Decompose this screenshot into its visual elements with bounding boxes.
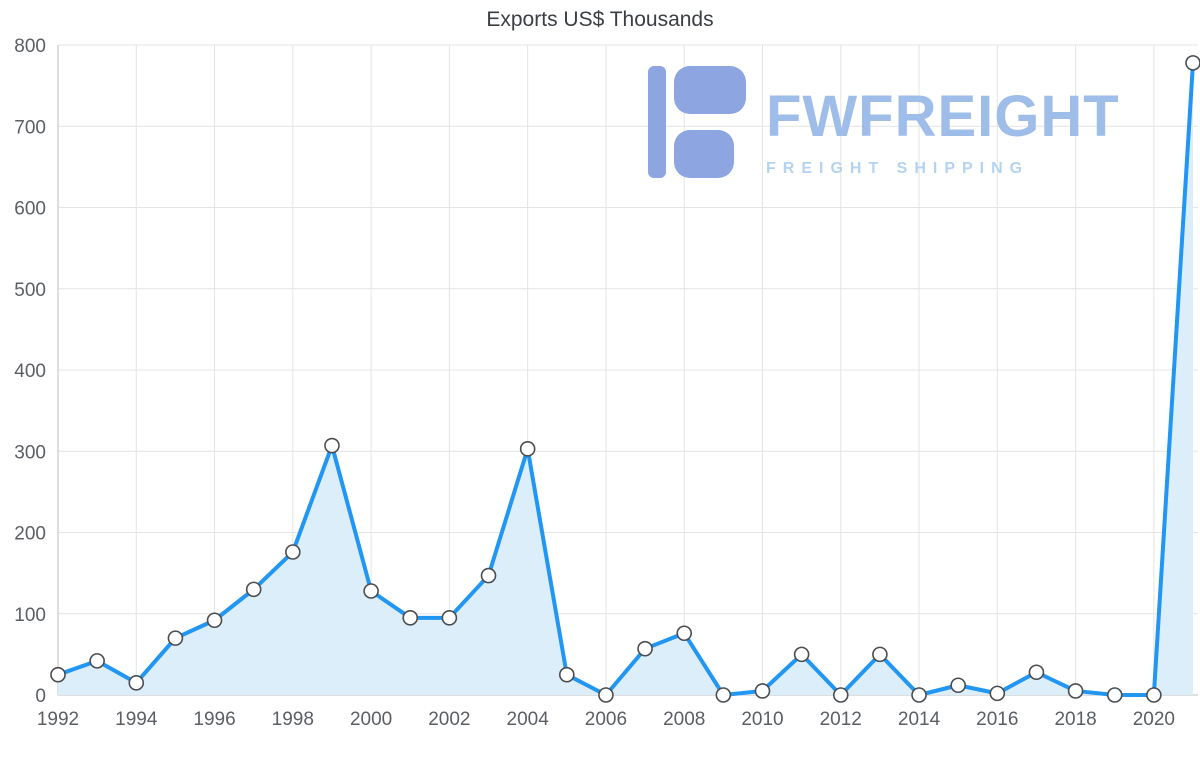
data-point — [911, 687, 927, 703]
data-point — [715, 687, 732, 703]
chart-title: Exports US$ Thousands — [486, 8, 714, 31]
data-point — [989, 685, 1006, 702]
data-point — [519, 441, 536, 457]
y-axis-tick-label: 300 — [14, 442, 46, 463]
data-point — [285, 544, 301, 560]
data-point — [402, 610, 419, 626]
data-point — [1146, 687, 1162, 703]
y-axis-tick-label: 800 — [14, 36, 46, 57]
data-point — [950, 677, 966, 694]
x-axis-tick-label: 2004 — [507, 709, 550, 730]
x-axis-tick-label: 1992 — [37, 709, 79, 730]
data-point — [50, 666, 66, 683]
data-point — [128, 675, 145, 691]
watermark: FWFREIGHT FREIGHT SHIPPING — [648, 64, 1121, 182]
data-point — [793, 646, 810, 663]
fwfreight-logo-icon — [648, 66, 746, 178]
logo-bottom-bar — [674, 130, 734, 178]
data-point — [832, 687, 849, 703]
watermark-brand: FWFREIGHT — [766, 84, 1120, 149]
data-point — [637, 640, 653, 657]
x-axis-tick-label: 2020 — [1133, 709, 1175, 730]
data-point — [167, 630, 184, 646]
x-axis-tick-label: 1994 — [115, 709, 158, 730]
data-point — [206, 612, 223, 629]
data-point — [1028, 664, 1045, 681]
x-axis-tick-label: 1996 — [193, 709, 235, 730]
x-axis-tick-label: 2016 — [976, 709, 1018, 730]
data-point — [872, 646, 888, 663]
x-axis-tick-label: 2002 — [428, 709, 470, 730]
y-axis-tick-label: 700 — [14, 117, 46, 138]
data-point — [676, 625, 693, 642]
x-axis-tick-label: 2014 — [898, 709, 941, 730]
y-axis-tick-label: 0 — [35, 686, 46, 707]
data-point — [1185, 55, 1200, 71]
data-point — [363, 583, 379, 599]
y-axis-tick-label: 200 — [14, 524, 46, 545]
data-point — [754, 683, 771, 699]
data-point — [324, 437, 340, 454]
x-axis-tick-label: 2008 — [663, 709, 705, 730]
logo-top-bar — [674, 66, 746, 114]
data-point — [558, 666, 575, 683]
y-axis-tick-label: 500 — [14, 280, 46, 301]
series-area-fill — [58, 62, 1193, 695]
data-point — [480, 567, 497, 584]
data-point — [1106, 687, 1123, 703]
y-axis-tick-label: 400 — [14, 361, 46, 382]
y-axis-tick-label: 600 — [14, 199, 46, 220]
data-point — [1067, 683, 1084, 699]
watermark-text: FWFREIGHT FREIGHT SHIPPING — [766, 64, 1121, 178]
x-axis-tick-label: 2010 — [741, 709, 783, 730]
x-axis-tick-label: 2006 — [585, 709, 627, 730]
x-axis-tick-label: 1998 — [272, 709, 314, 730]
logo-spine — [648, 66, 666, 178]
data-point — [598, 687, 614, 703]
watermark-tagline: FREIGHT SHIPPING — [766, 160, 1030, 177]
data-point — [89, 653, 105, 669]
x-axis-tick-label: 2018 — [1054, 709, 1096, 730]
x-axis-tick-label: 2000 — [350, 709, 392, 730]
data-point — [441, 610, 458, 626]
y-axis-tick-label: 100 — [14, 605, 46, 626]
data-point — [245, 581, 262, 598]
x-axis-tick-label: 2012 — [820, 709, 862, 730]
